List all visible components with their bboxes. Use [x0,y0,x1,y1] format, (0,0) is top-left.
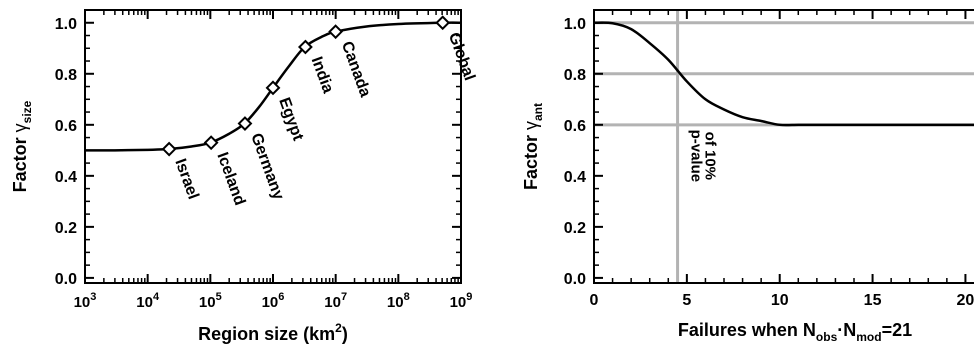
right-plot-frame [593,9,974,284]
right-y-tick-label: 0.2 [564,220,586,237]
left-y-tick-label: 0.4 [55,169,77,186]
left-y-tick-label: 1.0 [55,16,77,33]
right-y-axis-label: Factor γant [521,103,545,190]
right-x-tick-label: 0 [590,292,599,309]
left-axis-labels: Region size (km2) Factor γsize [10,100,348,344]
left-y-tick-label: 0.8 [55,67,77,84]
left-y-tick-label: 0.0 [55,271,77,288]
right-y-tick-label: 0.6 [564,118,586,135]
left-y-axis-label: Factor γsize [10,100,34,192]
right-x-axis-label: Failures when Nobs·Nmod=21 [678,320,912,344]
left-marker-label: Iceland [213,150,248,208]
left-marker-diamond [435,15,451,31]
right-annotation-line2: of 10% [702,132,719,180]
left-x-tick-label: 103 [74,291,97,311]
right-x-tick-label: 5 [682,292,691,309]
left-plot-frame [84,9,462,284]
left-marker-label: Canada [338,39,374,99]
left-y-tick-label: 0.6 [55,118,77,135]
left-marker-label: Germany [247,131,287,202]
right-axis-labels: Failures when Nobs·Nmod=21 Factor γant [521,103,912,344]
right-x-tick-label: 20 [957,292,974,309]
chart-region-size: 103 104 105 106 107 108 109 0.0 0.2 0.4 0.6 0.8 1.0 I… [10,9,478,344]
right-x-tick-label: 15 [864,292,882,309]
left-x-tick-label: 108 [387,291,410,311]
left-x-tick-label: 104 [136,291,160,311]
left-marker-label: Global [445,30,478,83]
right-x-tick-label: 10 [771,292,789,309]
right-y-tick-label: 0.4 [564,169,586,186]
left-marker-diamond [203,135,219,151]
left-marker-diamond [328,24,344,40]
left-marker-diamond [237,116,253,131]
left-y-tick-label: 0.2 [55,220,77,237]
left-marker-diamond [265,80,281,96]
right-y-tick-label: 0.0 [564,271,586,288]
right-y-tick-label: 1.0 [564,16,586,33]
left-x-tick-label: 106 [262,291,285,311]
left-x-axis-label: Region size (km2) [198,321,348,344]
left-marker-label: Israel [171,157,201,202]
left-marker-diamond [297,39,313,55]
left-x-tick-label: 109 [450,291,473,311]
right-series-line [593,21,974,127]
left-marker-label: India [308,55,337,96]
left-x-tick-label: 105 [199,291,222,311]
left-plot-marks: 103 104 105 106 107 108 109 0.0 0.2 0.4 0.6 0.8 1.0 I… [55,9,478,311]
left-marker-label: Egypt [275,95,306,143]
left-x-tick-label: 107 [324,291,347,311]
right-y-tick-label: 0.8 [564,67,586,84]
left-marker-diamond [161,141,177,157]
right-annotation-line1: p-value [688,130,705,183]
